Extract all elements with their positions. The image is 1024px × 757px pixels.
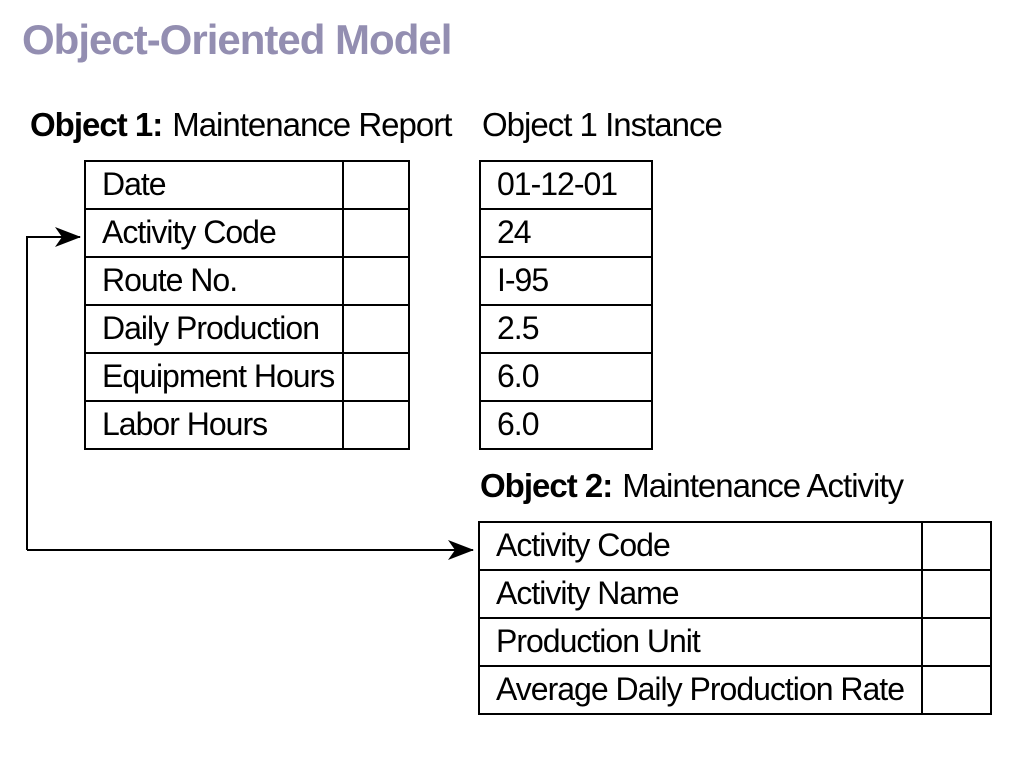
table-row: Production Unit — [480, 619, 990, 667]
object1-heading-name: Maintenance Report — [172, 106, 452, 143]
value-cell-empty — [342, 402, 408, 448]
page-title: Object-Oriented Model — [22, 16, 452, 63]
object1-heading: Object 1: Maintenance Report — [30, 106, 452, 144]
field-label-cell: Activity Code — [496, 527, 671, 563]
table-row: 6.0 — [481, 402, 651, 448]
field-label-cell: Production Unit — [496, 623, 701, 659]
instance-table: 01-12-01 24 I-95 2.5 6.0 6.0 — [479, 160, 653, 450]
instance-heading: Object 1 Instance — [482, 106, 723, 143]
field-label-cell: Average Daily Production Rate — [496, 671, 905, 707]
table-row: Route No. — [86, 258, 408, 306]
table-row: Date — [86, 162, 408, 210]
value-cell-empty — [921, 571, 990, 617]
table-row: Equipment Hours — [86, 354, 408, 402]
table-row: Activity Code — [86, 210, 408, 258]
value-cell-empty — [342, 162, 408, 208]
object2-table: Activity Code Activity Name Production U… — [478, 521, 992, 715]
value-cell-empty — [921, 523, 990, 569]
value-cell-empty — [921, 667, 990, 713]
object2-heading-name: Maintenance Activity — [622, 467, 904, 504]
table-row: Average Daily Production Rate — [480, 667, 990, 713]
object2-heading: Object 2: Maintenance Activity — [480, 467, 904, 505]
field-label-cell: Date — [102, 166, 167, 202]
table-row: 01-12-01 — [481, 162, 651, 210]
object2-heading-label: Object 2: — [480, 467, 613, 504]
instance-value-cell: 6.0 — [497, 406, 539, 442]
table-row: Labor Hours — [86, 402, 408, 448]
table-row: Activity Code — [480, 523, 990, 571]
field-label-cell: Labor Hours — [102, 406, 268, 442]
value-cell-empty — [342, 306, 408, 352]
table-row: 6.0 — [481, 354, 651, 402]
table-row: I-95 — [481, 258, 651, 306]
table-row: 2.5 — [481, 306, 651, 354]
field-label-cell: Activity Code — [102, 214, 277, 250]
value-cell-empty — [921, 619, 990, 665]
value-cell-empty — [342, 354, 408, 400]
value-cell-empty — [342, 258, 408, 304]
instance-value-cell: 01-12-01 — [497, 166, 618, 202]
field-label-cell: Route No. — [102, 262, 238, 298]
value-cell-empty — [342, 210, 408, 256]
arrow-to-object1-activity-code — [26, 227, 81, 550]
instance-value-cell: 6.0 — [497, 358, 539, 394]
table-row: 24 — [481, 210, 651, 258]
table-row: Activity Name — [480, 571, 990, 619]
object1-heading-label: Object 1: — [30, 106, 163, 143]
object1-table: Date Activity Code Route No. Daily Produ… — [84, 160, 410, 450]
field-label-cell: Activity Name — [496, 575, 680, 611]
instance-value-cell: 2.5 — [497, 310, 539, 346]
instance-value-cell: I-95 — [497, 262, 549, 298]
table-row: Daily Production — [86, 306, 408, 354]
field-label-cell: Daily Production — [102, 310, 320, 346]
instance-value-cell: 24 — [497, 214, 532, 250]
field-label-cell: Equipment Hours — [102, 358, 335, 394]
